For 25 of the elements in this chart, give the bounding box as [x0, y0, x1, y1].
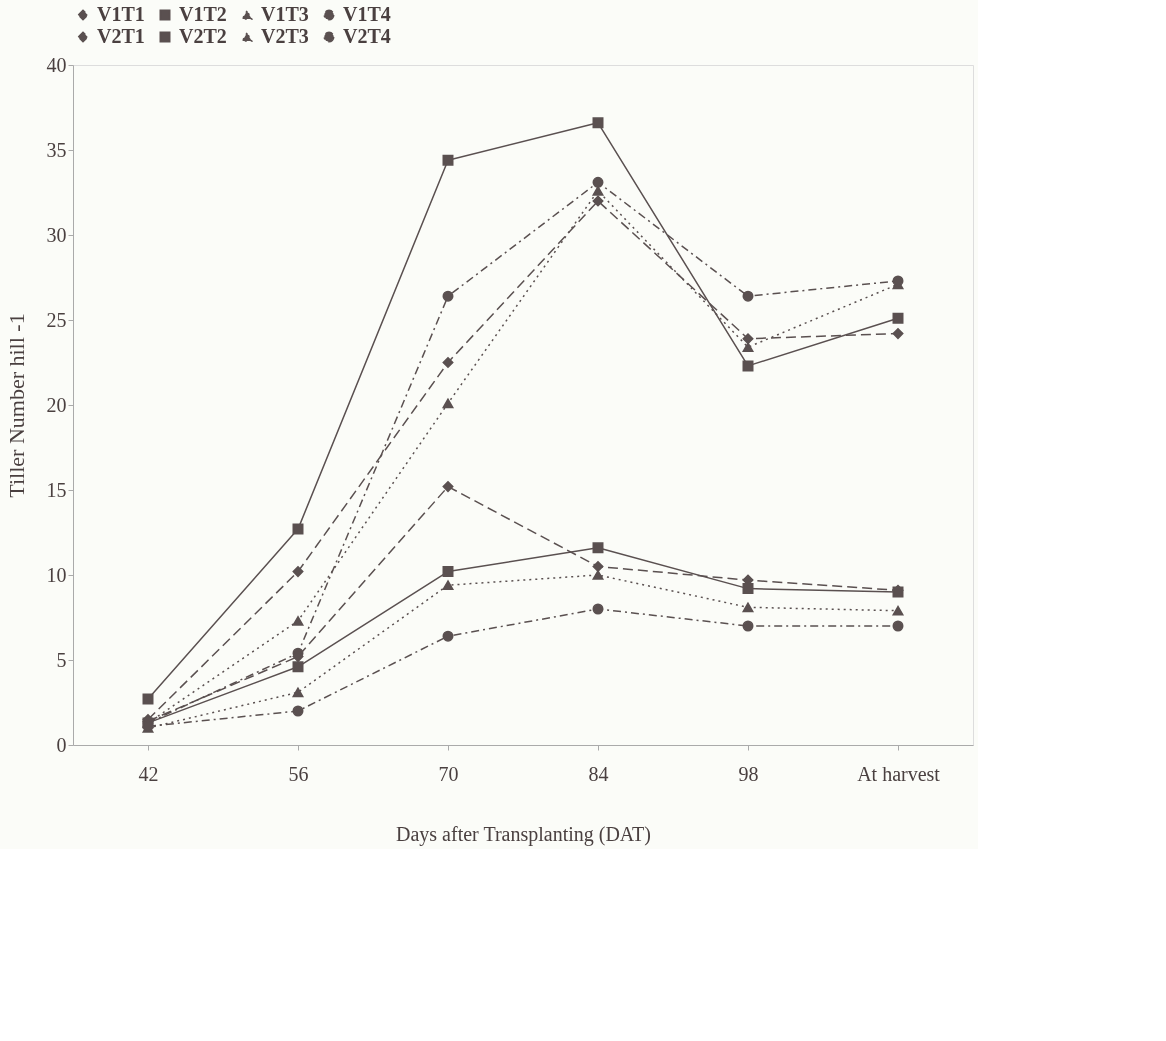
- legend-label: V1T1: [97, 3, 145, 25]
- legend-label: V1T4: [343, 3, 391, 25]
- y-tick-label: 40: [46, 53, 67, 76]
- y-tick-label: 30: [46, 223, 67, 246]
- y-tick-label: 10: [46, 563, 67, 586]
- x-tick-label: 70: [438, 762, 459, 785]
- legend-label: V2T1: [97, 25, 145, 47]
- y-axis-title: Tiller Number hill -1: [3, 313, 29, 498]
- y-tick-label: 35: [46, 138, 67, 161]
- legend-label: V1T3: [261, 3, 309, 25]
- x-tick-label: 56: [288, 762, 309, 785]
- y-tick-label: 5: [56, 648, 67, 671]
- y-tick-label: 0: [56, 733, 67, 756]
- x-tick-label: 84: [588, 762, 609, 785]
- legend-label: V2T3: [261, 25, 309, 47]
- y-tick-label: 20: [46, 393, 67, 416]
- y-tick-label: 15: [46, 478, 67, 501]
- legend-label: V2T4: [343, 25, 391, 47]
- x-tick-label: 98: [738, 762, 759, 785]
- legend-label: V1T2: [179, 3, 227, 25]
- x-tick-label: At harvest: [857, 762, 941, 785]
- x-tick-label: 42: [138, 762, 159, 785]
- legend-label: V2T2: [179, 25, 227, 47]
- y-tick-label: 25: [46, 308, 67, 331]
- x-axis-title: Days after Transplanting (DAT): [396, 822, 651, 846]
